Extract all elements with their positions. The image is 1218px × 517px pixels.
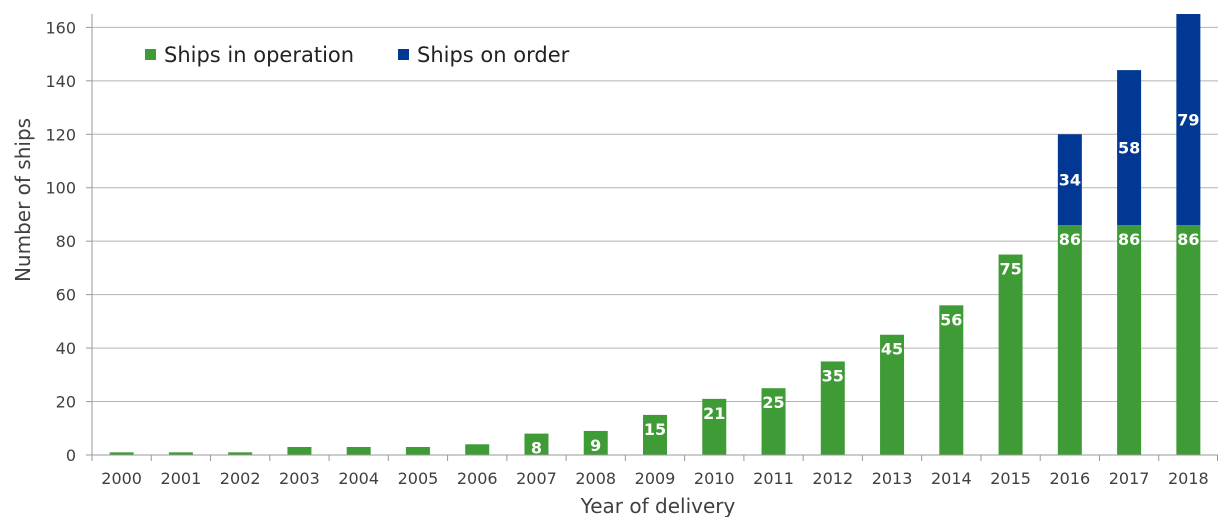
bar-in-operation-2003 xyxy=(287,446,312,455)
bar-on-order-2017 xyxy=(1117,70,1142,226)
bar-data-labels: 8 9 15 21 25 35 45 56 75 86 34 86 58 86 79 xyxy=(531,111,1200,458)
x-tick-label-2003: 2003 xyxy=(279,469,320,488)
y-tick-label-20: 20 xyxy=(56,393,76,412)
bar-label-in-operation-2007: 8 xyxy=(531,439,542,458)
bar-in-operation-2006 xyxy=(465,444,490,455)
y-tick-label-160: 160 xyxy=(45,18,76,37)
bar-label-in-operation-2010: 21 xyxy=(703,404,725,423)
legend-label-ships-on-order: Ships on order xyxy=(417,43,570,67)
y-tick-label-100: 100 xyxy=(45,179,76,198)
bar-label-on-order-2018: 79 xyxy=(1177,111,1199,130)
legend-label-ships-in-operation: Ships in operation xyxy=(164,43,354,67)
bar-label-in-operation-2016: 86 xyxy=(1059,230,1081,249)
bar-in-operation-2013 xyxy=(880,334,905,455)
x-tick-label-2001: 2001 xyxy=(161,469,202,488)
x-tick-label-2000: 2000 xyxy=(101,469,142,488)
bar-in-operation-2004 xyxy=(346,446,371,455)
x-tick-label-2018: 2018 xyxy=(1168,469,1209,488)
bar-label-in-operation-2018: 86 xyxy=(1177,230,1199,249)
y-tick-label-40: 40 xyxy=(56,339,76,358)
x-tick-label-2011: 2011 xyxy=(753,469,794,488)
gridlines xyxy=(92,26,1218,403)
bar-on-order-2016 xyxy=(1057,134,1082,226)
legend: Ships in operation Ships on order xyxy=(145,43,570,67)
bar-in-operation-2018 xyxy=(1176,225,1201,455)
x-axis-label: Year of delivery xyxy=(580,494,736,517)
y-tick-label-0: 0 xyxy=(66,446,76,465)
bar-in-operation-2009 xyxy=(643,414,667,455)
legend-swatch-ships-on-order xyxy=(398,49,409,60)
bar-in-operation-2012 xyxy=(820,361,845,455)
bar-in-operation-2010 xyxy=(702,398,727,455)
x-tick-label-2007: 2007 xyxy=(516,469,557,488)
x-tick-label-2010: 2010 xyxy=(694,469,735,488)
bar-label-in-operation-2012: 35 xyxy=(822,366,844,385)
x-tick-label-2005: 2005 xyxy=(398,469,439,488)
y-axis-label: Number of ships xyxy=(11,118,35,282)
x-tick-label-2016: 2016 xyxy=(1049,469,1090,488)
bars xyxy=(109,14,1201,455)
x-tick-label-2009: 2009 xyxy=(635,469,676,488)
bar-label-in-operation-2014: 56 xyxy=(940,310,962,329)
x-tick-label-2015: 2015 xyxy=(990,469,1031,488)
bar-in-operation-2007 xyxy=(524,433,549,455)
y-tick-label-120: 120 xyxy=(45,125,76,144)
y-tick-label-80: 80 xyxy=(56,232,76,251)
y-axis-ticks: 0 20 40 60 80 100 120 140 160 xyxy=(45,18,92,465)
y-tick-label-60: 60 xyxy=(56,286,76,305)
bar-label-in-operation-2009: 15 xyxy=(644,420,666,439)
bar-label-in-operation-2017: 86 xyxy=(1118,230,1140,249)
x-tick-label-2008: 2008 xyxy=(575,469,616,488)
bar-in-operation-2014 xyxy=(939,305,964,455)
bar-in-operation-2002 xyxy=(228,452,253,455)
bar-in-operation-2011 xyxy=(761,388,786,455)
bar-label-on-order-2017: 58 xyxy=(1118,139,1140,158)
y-tick-label-140: 140 xyxy=(45,72,76,91)
x-tick-label-2012: 2012 xyxy=(812,469,853,488)
bar-label-in-operation-2013: 45 xyxy=(881,340,903,359)
x-tick-label-2006: 2006 xyxy=(457,469,498,488)
bar-label-in-operation-2015: 75 xyxy=(999,260,1021,279)
bar-in-operation-2001 xyxy=(168,452,193,455)
bar-label-in-operation-2008: 9 xyxy=(590,436,601,455)
bar-in-operation-2000 xyxy=(109,452,134,455)
bar-on-order-2018 xyxy=(1176,14,1201,226)
x-axis-ticks: 2000 2001 2002 2003 2004 2005 2006 2007 2008 2009… xyxy=(91,455,1218,488)
bar-in-operation-2008 xyxy=(583,430,608,455)
x-tick-label-2017: 2017 xyxy=(1109,469,1150,488)
bar-in-operation-2017 xyxy=(1117,225,1142,455)
x-tick-label-2013: 2013 xyxy=(872,469,913,488)
bar-label-on-order-2016: 34 xyxy=(1059,171,1081,190)
bar-label-in-operation-2011: 25 xyxy=(762,393,784,412)
legend-swatch-ships-in-operation xyxy=(145,49,156,60)
bar-in-operation-2005 xyxy=(405,446,430,455)
x-tick-label-2004: 2004 xyxy=(338,469,379,488)
x-tick-label-2002: 2002 xyxy=(220,469,261,488)
x-tick-label-2014: 2014 xyxy=(931,469,972,488)
bar-in-operation-2016 xyxy=(1057,225,1082,455)
bar-in-operation-2015 xyxy=(998,254,1023,455)
